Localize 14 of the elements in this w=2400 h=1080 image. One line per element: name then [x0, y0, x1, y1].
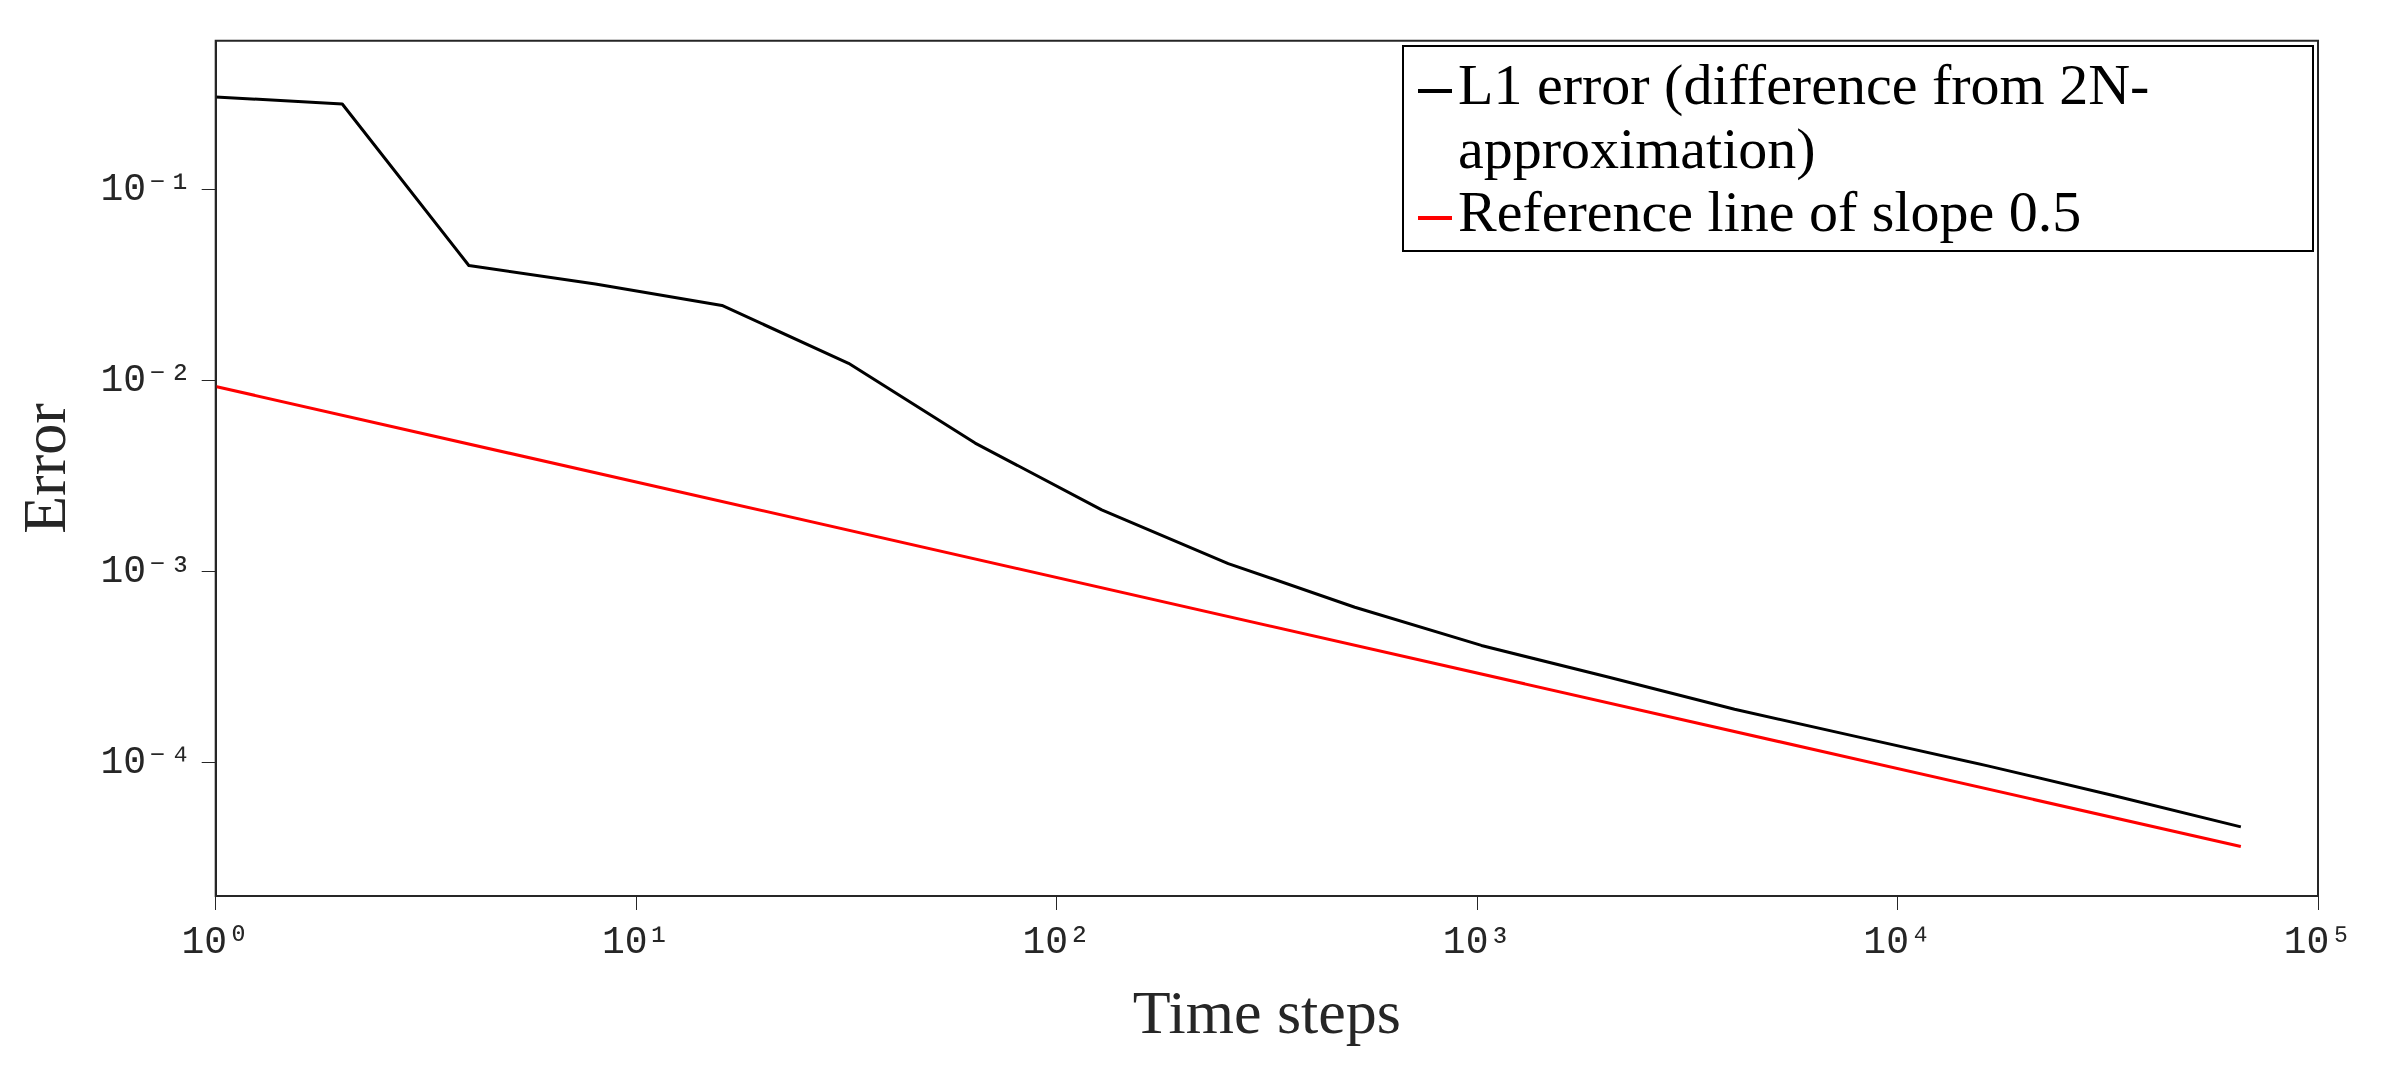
x-tick-label: 10⁰	[181, 920, 250, 964]
x-tick-label: 10³	[1442, 920, 1512, 964]
x-tick-label: 10²	[1022, 920, 1091, 964]
x-tick-label: 10¹	[601, 920, 671, 964]
y-tick-label: 10⁻²	[100, 358, 192, 402]
x-tick-label: 10⁴	[1863, 920, 1932, 964]
legend-label: Reference line of slope 0.5	[1458, 179, 2082, 245]
x-tick-label: 10⁵	[2283, 920, 2353, 964]
legend-label: L1 error (difference from 2N-approximation)	[1458, 51, 2151, 181]
y-tick-label: 10⁻¹	[100, 167, 192, 211]
y-tick-label: 10⁻⁴	[100, 740, 192, 784]
y-tick-label: 10⁻³	[100, 549, 192, 593]
x-axis-title: Time steps	[1132, 978, 1401, 1047]
y-axis-title: Error	[10, 402, 79, 534]
